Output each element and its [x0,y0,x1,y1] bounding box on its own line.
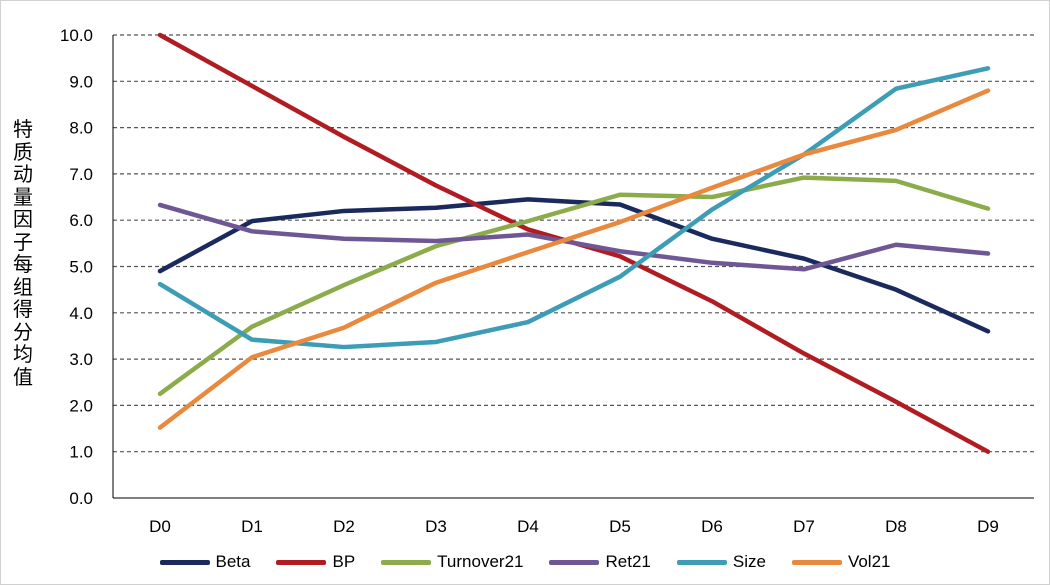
legend-item-turnover21: Turnover21 [381,552,523,572]
y-tick-label: 0.0 [69,489,93,508]
legend-label: Turnover21 [437,552,524,571]
y-axis-title: 特质动量因子每组得分均值 [13,117,33,389]
x-tick-label: D6 [701,517,723,536]
y-tick-label: 7.0 [69,165,93,184]
legend-swatch [791,559,842,565]
x-tick-label: D3 [425,517,447,536]
series-line-vol21 [157,88,991,430]
legend-label: BP [332,552,356,571]
series-lines [157,32,991,454]
x-tick-label: D1 [241,517,263,536]
x-tick-label: D4 [517,517,539,536]
y-tick-label: 10.0 [60,26,93,45]
legend-item-vol21: Vol21 [791,552,891,572]
y-tick-label: 3.0 [69,350,93,369]
legend-label: Vol21 [847,552,891,571]
legend-item-bp: BP [276,552,355,572]
y-tick-label: 1.0 [69,443,93,462]
y-tick-label: 9.0 [69,72,93,91]
x-tick-label: D7 [793,517,815,536]
x-tick-label: D9 [977,517,999,536]
y-tick-label: 4.0 [69,304,93,323]
legend-label: Beta [215,552,251,571]
y-tick-label: 8.0 [69,119,93,138]
legend: Beta BP Turnover21 Ret21 Size Vol21 [0,549,1050,575]
legend-item-beta: Beta [159,552,251,572]
x-tick-label: D8 [885,517,907,536]
x-tick-label: D5 [609,517,631,536]
legend-swatch [549,559,600,565]
legend-swatch [381,559,432,565]
x-tick-label: D2 [333,517,355,536]
y-tick-label: 2.0 [69,396,93,415]
series-line-beta [157,197,991,334]
series-line-ret21 [157,202,991,272]
legend-swatch [159,559,210,565]
legend-swatch [676,559,727,565]
legend-label: Ret21 [605,552,651,571]
legend-item-ret21: Ret21 [549,552,651,572]
y-tick-label: 5.0 [69,258,93,277]
series-line-turnover21 [157,175,991,397]
legend-swatch [276,559,327,565]
legend-item-size: Size [676,552,766,572]
x-tick-label: D0 [149,517,171,536]
y-axis-ticks: 0.0 1.0 2.0 3.0 4.0 5.0 6.0 7.0 8.0 9.0 10.0 [60,26,93,508]
legend-label: Size [732,552,766,571]
y-tick-label: 6.0 [69,211,93,230]
x-axis-ticks: D0 D1 D2 D3 D4 D5 D6 D7 D8 D9 [149,517,999,536]
